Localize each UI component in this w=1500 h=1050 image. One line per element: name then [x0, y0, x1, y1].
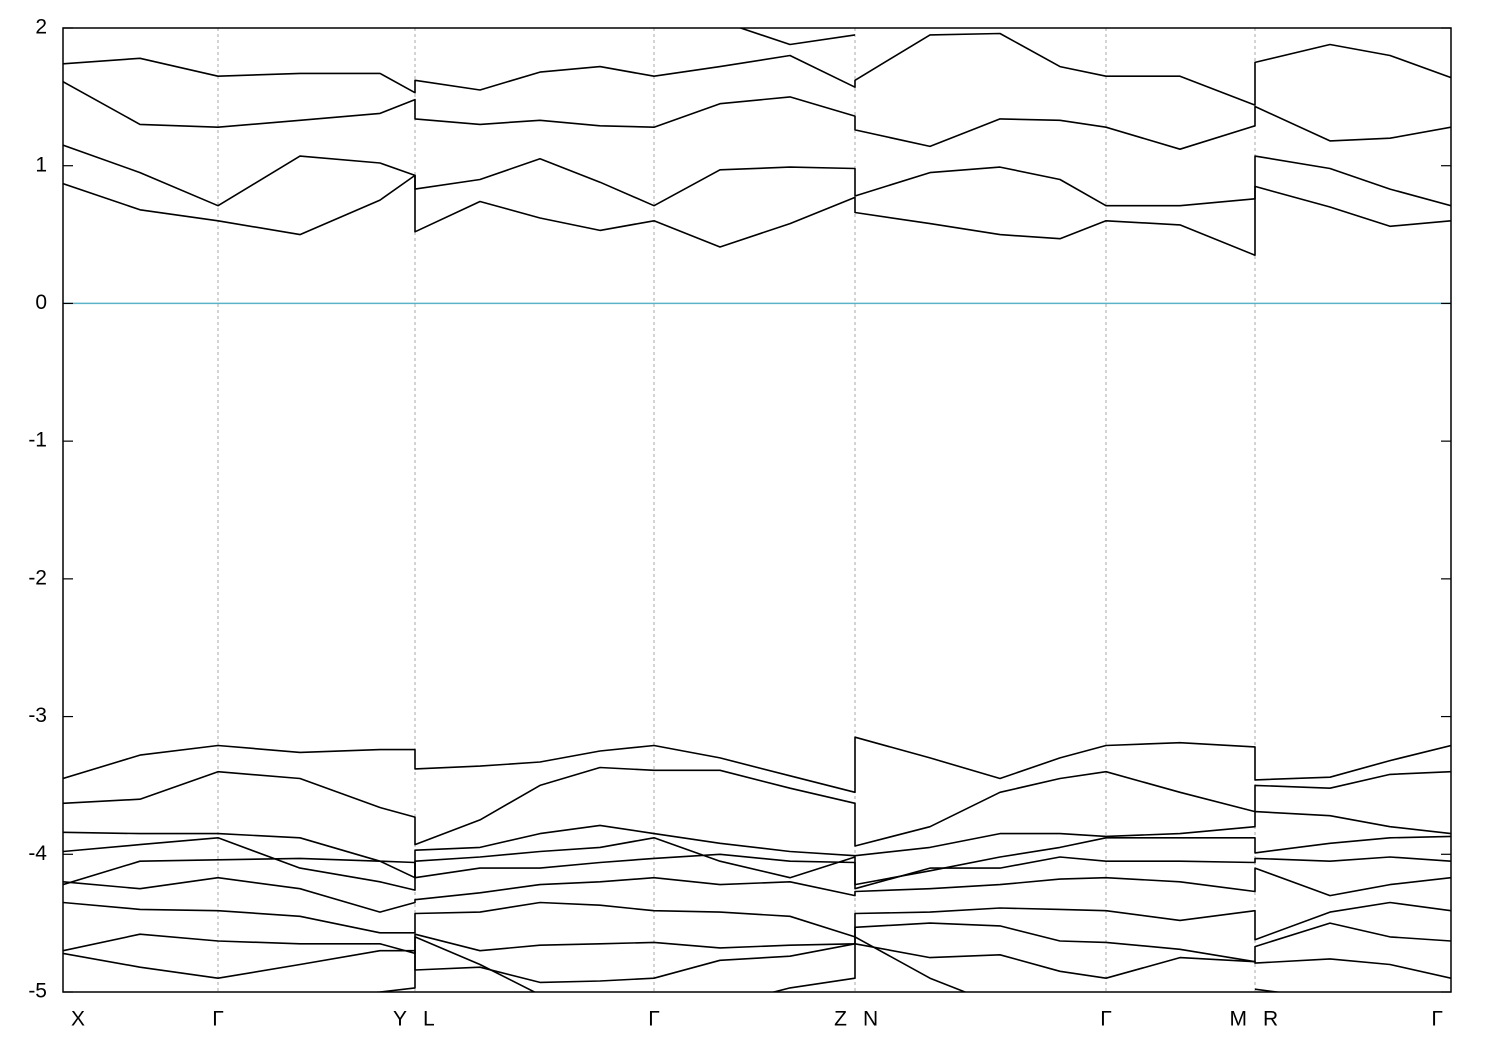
band-line — [63, 766, 1451, 847]
x-tick-label: L — [423, 1008, 435, 1031]
x-tick-label: R — [1263, 1008, 1278, 1031]
band-line — [63, 174, 1451, 256]
x-tick-label: Γ — [1100, 1008, 1112, 1031]
plot-frame — [62, 27, 1452, 993]
band-line — [63, 901, 1451, 941]
band-line — [63, 810, 1451, 879]
band-line — [63, 32, 1451, 106]
band-line — [63, 835, 1451, 891]
y-tick-label: -5 — [28, 980, 47, 1003]
y-tick-label: 0 — [35, 291, 47, 314]
band-line — [63, 853, 1451, 890]
grid — [63, 28, 1451, 992]
x-tick-label: Γ — [1431, 1008, 1443, 1031]
band-line — [63, 922, 1451, 963]
y-tick-label: 2 — [35, 16, 47, 39]
ticks: -5 -4 -3 -2 -1 0 1 2 X Γ Y L Γ Z N Γ M R Γ — [28, 16, 1451, 1031]
x-tick-label: X — [71, 1008, 85, 1031]
band-line — [370, 936, 1283, 992]
band-line — [63, 736, 1451, 794]
bands — [63, 28, 1451, 992]
x-tick-label: N — [863, 1008, 878, 1031]
y-tick-label: -2 — [28, 566, 47, 589]
x-tick-label: M — [1230, 1008, 1248, 1031]
band-line — [63, 81, 1451, 150]
x-tick-label: Γ — [648, 1008, 660, 1031]
x-tick-label: Γ — [212, 1008, 224, 1031]
band-line — [63, 867, 1451, 913]
y-tick-label: -4 — [28, 842, 47, 865]
x-tick-label: Y — [393, 1008, 407, 1031]
band-line — [738, 28, 856, 46]
band-line — [63, 144, 1451, 207]
y-tick-label: 1 — [35, 153, 47, 176]
y-tick-label: -1 — [28, 429, 47, 452]
y-tick-label: -3 — [28, 704, 47, 727]
x-tick-label: Z — [834, 1008, 847, 1031]
band-line — [63, 943, 1451, 984]
